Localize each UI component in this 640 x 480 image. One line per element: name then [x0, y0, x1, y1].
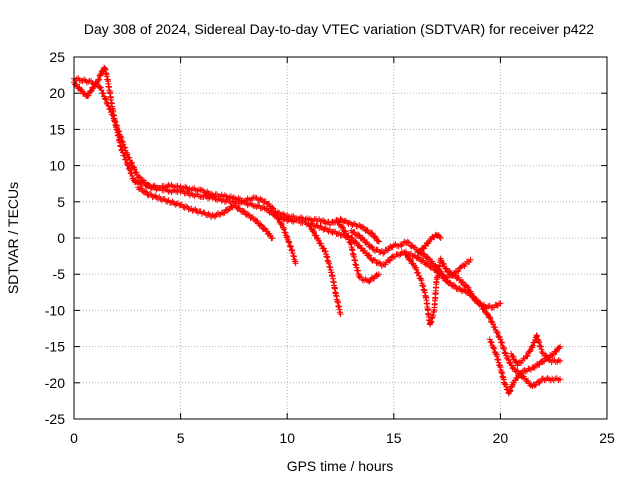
- series-peak-17h: [416, 231, 444, 256]
- x-tick-label: 0: [70, 430, 78, 446]
- plus-markers: [416, 231, 444, 256]
- plus-markers: [401, 249, 504, 328]
- plus-markers: [486, 336, 564, 397]
- series-small-peaks: [401, 249, 504, 328]
- x-tick-label: 10: [279, 430, 295, 446]
- y-tick-label: 5: [57, 194, 65, 210]
- data-points: [71, 64, 564, 397]
- plus-markers: [273, 213, 299, 267]
- y-tick-label: 0: [57, 230, 65, 246]
- y-tick-label: 10: [49, 158, 65, 174]
- plus-markers: [508, 332, 564, 369]
- y-tick-label: -15: [45, 339, 65, 355]
- grid: [74, 57, 607, 419]
- x-tick-label: 15: [386, 430, 402, 446]
- series-dip-10h: [273, 213, 299, 267]
- series-end-cluster: [486, 336, 564, 397]
- y-axis-label: SDTVAR / TECUs: [5, 182, 21, 294]
- y-tick-label: -10: [45, 302, 65, 318]
- y-tick-label: -20: [45, 375, 65, 391]
- series-end-branch: [508, 332, 564, 369]
- chart-title: Day 308 of 2024, Sidereal Day-to-day VTE…: [84, 21, 594, 37]
- y-tick-label: 15: [49, 121, 65, 137]
- series-lower-trail: [135, 184, 276, 242]
- y-tick-label: 20: [49, 85, 65, 101]
- x-tick-label: 20: [493, 430, 509, 446]
- x-tick-label: 5: [177, 430, 185, 446]
- axis-ticks: 0 5 10 15 20 25 25 20 15 10 5 0 -5 -10 -15 -20 -25: [45, 49, 615, 446]
- y-tick-label: -5: [53, 266, 66, 282]
- y-tick-label: 25: [49, 49, 65, 65]
- plus-markers: [333, 216, 382, 285]
- x-tick-label: 25: [599, 430, 615, 446]
- x-axis-label: GPS time / hours: [287, 458, 394, 474]
- series-dip-12h: [305, 220, 344, 317]
- plus-markers: [135, 184, 276, 242]
- plus-markers: [305, 220, 344, 317]
- y-tick-label: -25: [45, 411, 65, 427]
- series-dip-13h: [333, 216, 382, 285]
